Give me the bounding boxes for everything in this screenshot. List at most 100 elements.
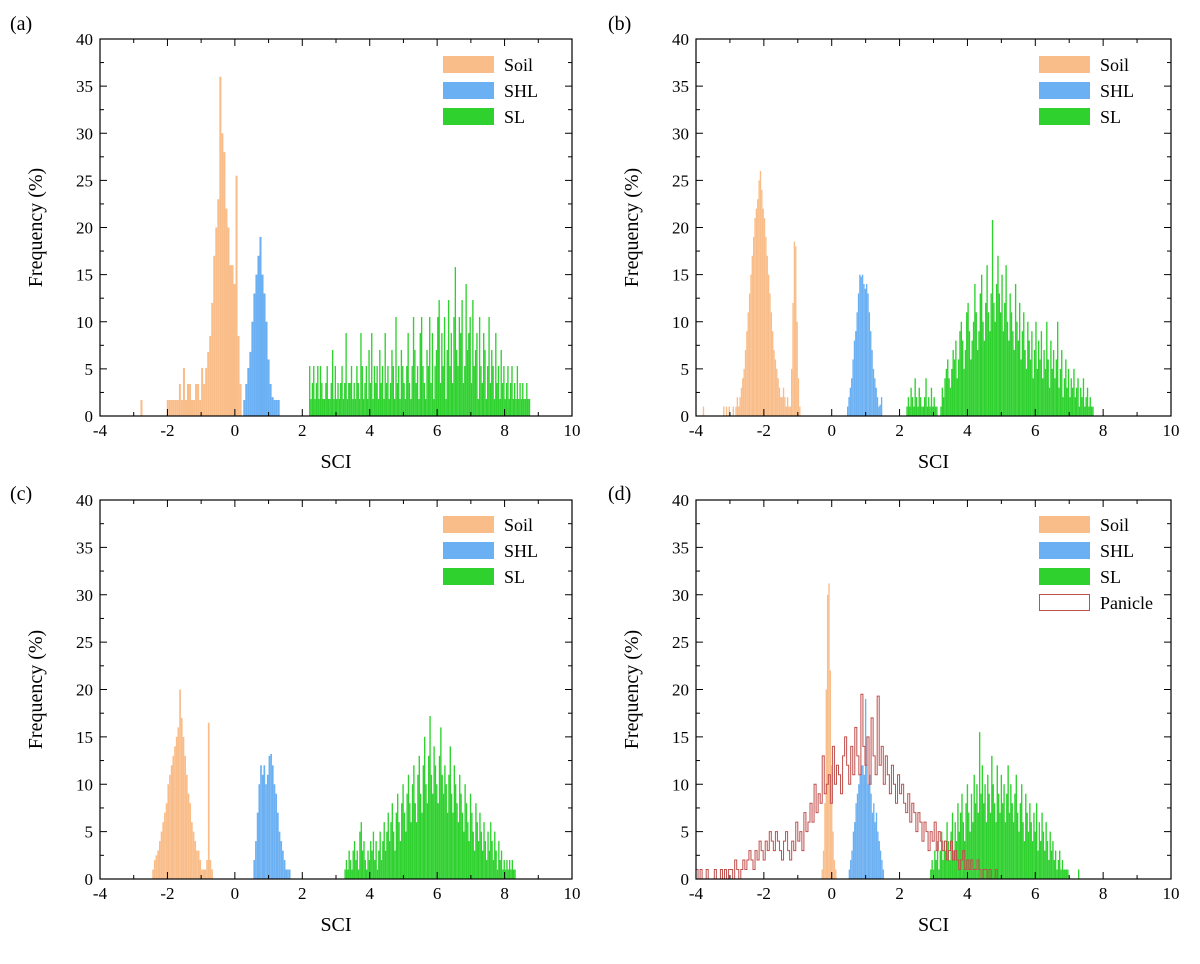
panel-label: (a): [10, 13, 32, 35]
bar-sl: [477, 399, 479, 416]
x-tick-label: 4: [365, 884, 374, 903]
bar-sl: [510, 869, 512, 879]
bar-sl: [384, 850, 387, 879]
bar-sl: [389, 383, 392, 416]
bar-sl: [461, 812, 464, 879]
bar-sl: [407, 333, 409, 416]
legend-swatch-soil: [1039, 56, 1090, 73]
y-tick-label: 5: [85, 360, 94, 379]
bar-soil: [172, 399, 175, 416]
x-tick-label: -2: [757, 884, 771, 903]
bar-sl: [1054, 378, 1056, 416]
bar-soil: [199, 399, 202, 416]
bar-sl: [1067, 368, 1070, 416]
bar-sl: [1051, 368, 1053, 416]
bar-sl: [492, 366, 494, 416]
bar-sl: [352, 399, 354, 416]
bar-shl: [849, 387, 852, 416]
bar-sl: [354, 399, 357, 416]
bar-sl: [938, 869, 940, 879]
legend: Soil SHL SL: [443, 515, 538, 587]
bar-sl: [459, 774, 461, 879]
bar-sl: [333, 399, 335, 416]
bar-shl: [270, 753, 272, 879]
x-tick-label: 10: [1163, 421, 1180, 440]
bar-sl: [474, 350, 477, 416]
bar-sl: [1000, 312, 1002, 416]
bar-sl: [436, 784, 438, 879]
bar-sl: [1058, 387, 1060, 416]
bar-sl: [943, 841, 946, 879]
bar-sl: [496, 869, 499, 879]
y-tick-label: 10: [76, 775, 93, 794]
bar-sl: [388, 399, 390, 416]
bar-sl: [477, 841, 480, 879]
bar-sl: [486, 860, 488, 879]
bar-sl: [982, 321, 984, 416]
bar-sl: [383, 822, 385, 879]
bar-sl: [387, 812, 389, 879]
bar-sl: [996, 765, 998, 879]
bar-sl: [974, 284, 976, 416]
bar-sl: [909, 406, 911, 416]
bar-sl: [981, 274, 983, 416]
y-tick-label: 30: [672, 124, 689, 143]
bar-sl: [378, 850, 380, 879]
bar-soil: [194, 841, 197, 879]
bar-sl: [494, 831, 496, 879]
bar-shl: [875, 387, 877, 416]
bar-shl: [856, 793, 859, 879]
bar-sl: [929, 406, 931, 416]
bar-soil: [203, 383, 206, 416]
bar-soil: [177, 727, 180, 879]
bar-sl: [385, 383, 388, 416]
bar-sl: [452, 812, 454, 879]
bar-sl: [1029, 359, 1032, 416]
bar-sl: [1059, 368, 1062, 416]
bar-shl: [879, 850, 882, 879]
bar-sl: [1085, 397, 1087, 416]
bar-sl: [476, 333, 478, 416]
bar-sl: [388, 841, 391, 879]
bar-soil: [797, 378, 800, 416]
bar-sl: [398, 822, 400, 879]
bar-soil: [197, 850, 200, 879]
bar-sl: [932, 869, 935, 879]
bar-sl: [383, 399, 385, 416]
bar-sl: [1001, 274, 1003, 416]
bar-sl: [976, 784, 978, 879]
bar-sl: [1042, 831, 1045, 879]
bar-soil: [191, 399, 194, 416]
bar-shl: [249, 351, 252, 416]
bar-sl: [1038, 340, 1040, 416]
bar-sl: [499, 860, 501, 879]
bar-sl: [981, 765, 984, 879]
bar-sl: [498, 841, 500, 879]
bar-sl: [1021, 331, 1024, 416]
bar-sl: [959, 812, 962, 879]
bar-soil: [774, 359, 777, 416]
bar-sl: [946, 822, 948, 879]
bar-sl: [466, 350, 469, 416]
bar-shl: [251, 321, 254, 416]
bar-soil: [821, 869, 823, 879]
bar-sl: [438, 300, 440, 416]
bar-shl: [263, 293, 266, 416]
bar-sl: [1016, 812, 1019, 879]
bar-sl: [393, 399, 396, 416]
bar-shl: [864, 288, 866, 416]
bar-soil: [235, 175, 238, 416]
y-axis-title: Frequency (%): [25, 168, 47, 287]
bar-shl: [867, 293, 869, 416]
bar-sl: [430, 383, 432, 416]
bar-sl: [400, 350, 403, 416]
x-tick-label: 6: [433, 421, 442, 440]
bar-sl: [1002, 803, 1004, 879]
bar-soil: [237, 335, 240, 416]
bar-shl: [846, 406, 849, 416]
y-tick-label: 35: [76, 77, 93, 96]
y-tick-label: 15: [672, 728, 689, 747]
bar-soil: [747, 312, 749, 416]
bar-soil: [165, 803, 168, 879]
bar-soil: [207, 351, 210, 416]
